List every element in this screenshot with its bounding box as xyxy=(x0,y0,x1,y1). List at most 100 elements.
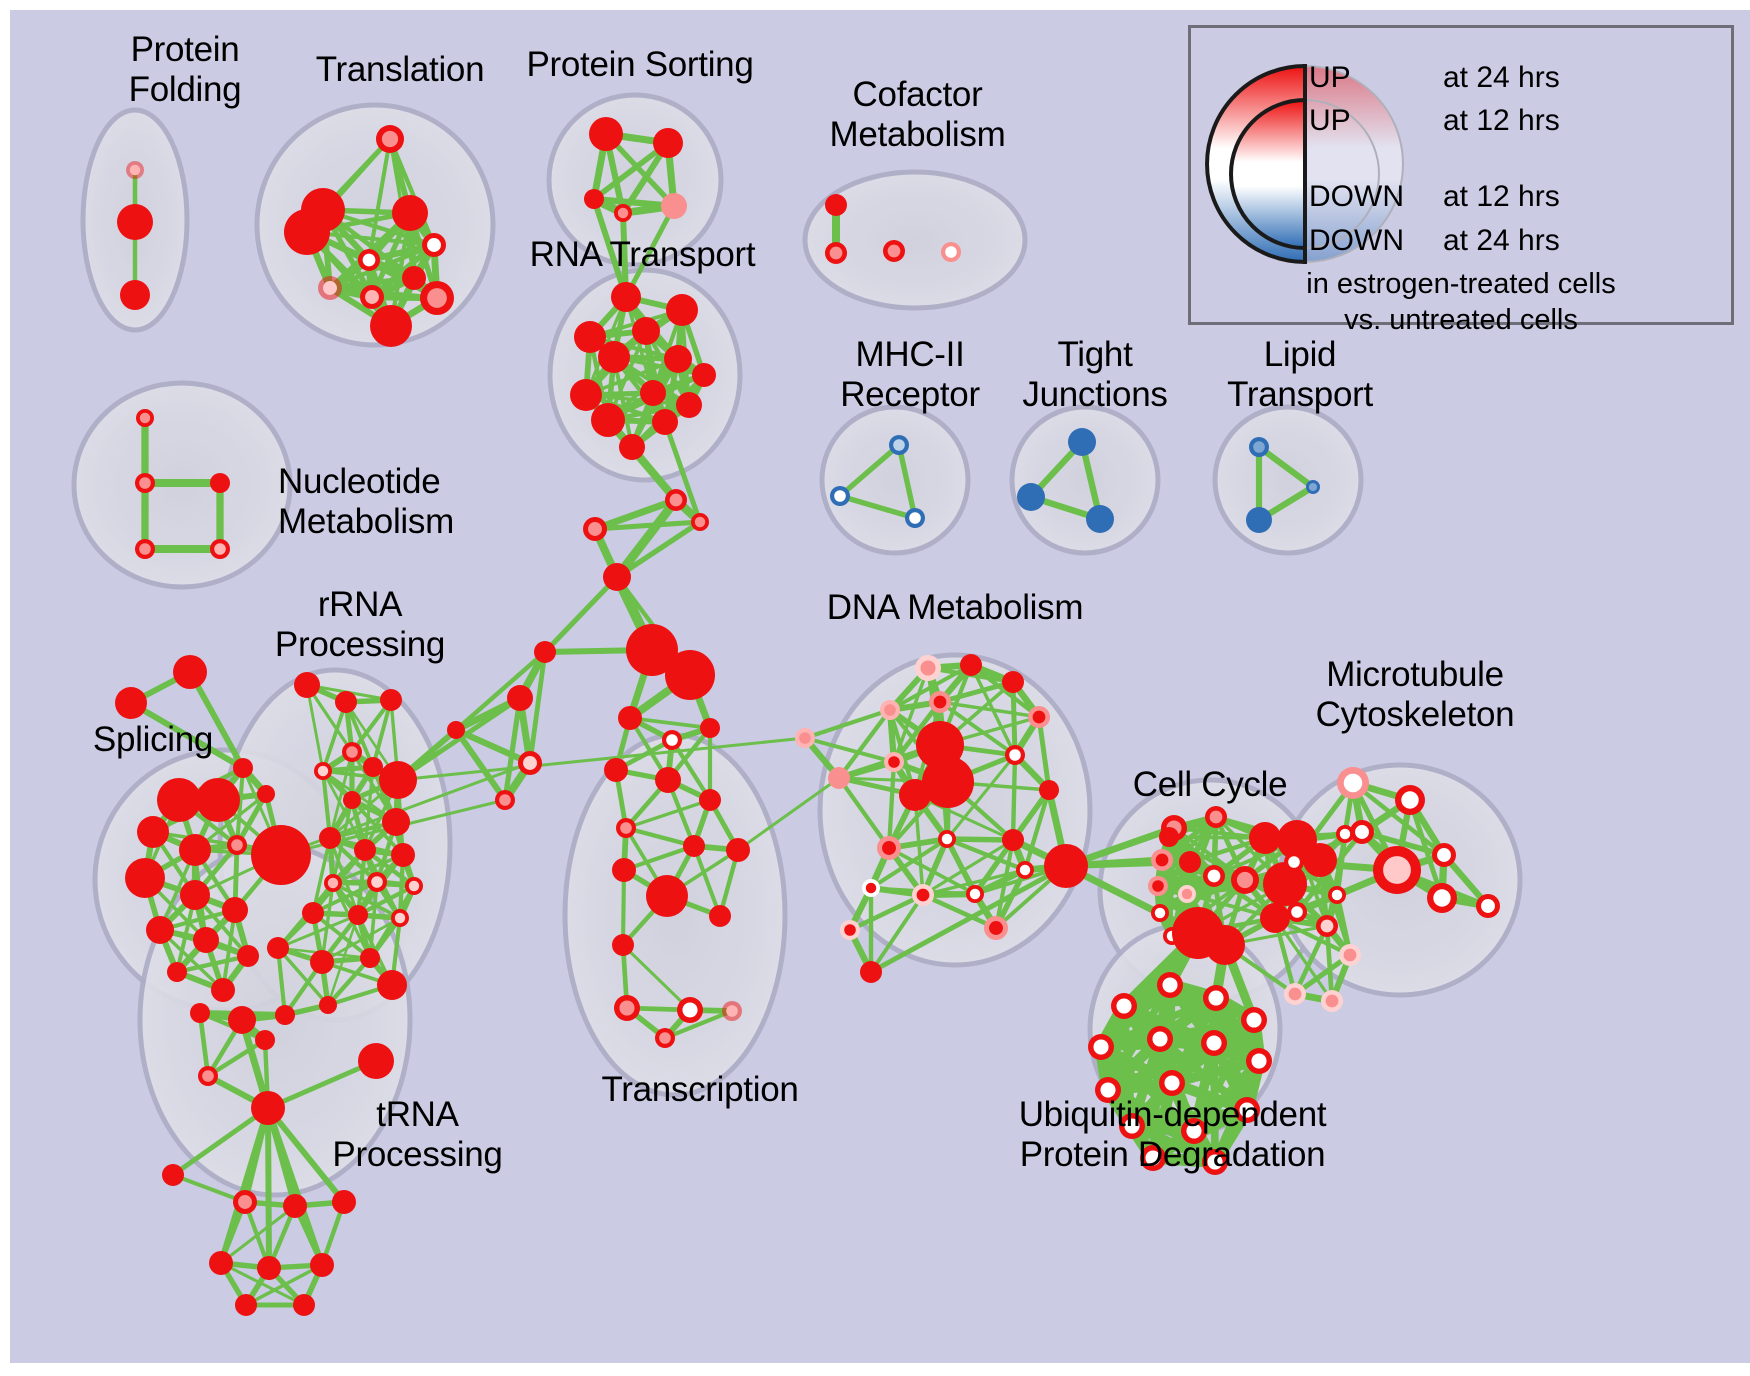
network-node xyxy=(255,1030,275,1050)
node-inner-disc-12h xyxy=(214,477,226,489)
node-inner-disc-12h xyxy=(704,722,716,734)
network-node xyxy=(584,189,604,209)
network-node xyxy=(1151,849,1173,871)
node-inner-disc-12h xyxy=(239,1298,253,1312)
network-edge xyxy=(624,798,712,830)
node-inner-disc-12h xyxy=(171,966,183,978)
network-edge xyxy=(937,679,1016,705)
network-node xyxy=(198,1066,218,1086)
node-inner-disc-12h xyxy=(383,976,401,994)
network-node xyxy=(1147,1026,1173,1052)
node-inner-disc-12h xyxy=(143,822,163,842)
network-edge xyxy=(836,707,893,781)
node-inner-disc-12h xyxy=(697,368,711,382)
node-inner-disc-12h xyxy=(139,543,151,555)
network-node xyxy=(1328,886,1346,904)
node-inner-disc-12h xyxy=(1032,710,1046,724)
node-inner-disc-12h xyxy=(654,883,680,909)
network-node xyxy=(1148,876,1168,896)
network-edge xyxy=(325,955,373,1008)
network-node xyxy=(598,341,630,373)
network-node xyxy=(293,1294,315,1316)
node-inner-disc-12h xyxy=(362,253,376,267)
network-node xyxy=(1159,1070,1185,1096)
node-inner-disc-12h xyxy=(1255,828,1275,848)
network-edge xyxy=(592,519,703,532)
node-inner-disc-12h xyxy=(637,322,655,340)
network-node xyxy=(1234,1097,1260,1123)
node-inner-disc-12h xyxy=(1209,810,1223,824)
network-edge xyxy=(896,442,918,521)
node-inner-disc-12h xyxy=(675,660,705,690)
network-edge xyxy=(311,836,332,915)
node-inner-disc-12h xyxy=(538,645,552,659)
network-node xyxy=(1005,745,1025,765)
node-inner-disc-12h xyxy=(306,906,320,920)
network-node xyxy=(302,902,324,924)
node-inner-disc-12h xyxy=(659,1032,671,1044)
node-inner-disc-12h xyxy=(1116,998,1132,1014)
network-node xyxy=(1140,1145,1166,1171)
network-node xyxy=(115,687,147,719)
network-node xyxy=(342,742,362,762)
network-node xyxy=(960,654,982,676)
node-inner-disc-12h xyxy=(1186,1123,1202,1139)
network-node xyxy=(382,808,410,836)
network-node xyxy=(146,916,174,944)
node-inner-disc-12h xyxy=(1053,853,1079,879)
node-inner-disc-12h xyxy=(323,281,337,295)
node-inner-disc-12h xyxy=(1236,871,1254,889)
node-inner-disc-12h xyxy=(1481,899,1495,913)
network-node xyxy=(1395,785,1425,815)
node-inner-disc-12h xyxy=(669,350,687,368)
node-inner-disc-12h xyxy=(512,690,528,706)
node-inner-disc-12h xyxy=(214,1256,228,1270)
network-node xyxy=(379,761,417,799)
node-inner-disc-12h xyxy=(399,202,421,224)
node-inner-disc-12h xyxy=(1310,850,1330,870)
cluster-blob-lipid-transport xyxy=(1212,404,1364,556)
network-node xyxy=(318,276,342,300)
node-inner-disc-12h xyxy=(1343,948,1357,962)
network-edge xyxy=(1010,752,1018,843)
node-inner-disc-12h xyxy=(126,286,144,304)
network-edge xyxy=(621,843,697,873)
network-node xyxy=(591,403,625,437)
node-inner-disc-12h xyxy=(609,763,623,777)
network-node xyxy=(257,1256,281,1280)
network-node xyxy=(180,880,210,910)
network-edge xyxy=(244,1263,324,1307)
node-inner-disc-12h xyxy=(1124,1118,1140,1134)
node-inner-disc-12h xyxy=(659,134,677,152)
network-node xyxy=(136,409,154,427)
node-inner-disc-12h xyxy=(834,490,846,502)
node-inner-disc-12h xyxy=(381,130,399,148)
node-inner-disc-12h xyxy=(121,693,141,713)
network-node xyxy=(655,767,681,793)
node-inner-disc-12h xyxy=(205,787,231,813)
network-node xyxy=(343,791,361,809)
network-node xyxy=(420,281,454,315)
network-node xyxy=(1306,480,1320,494)
network-node xyxy=(120,280,150,310)
legend-footer: in estrogen-treated cells vs. untreated … xyxy=(1306,268,1616,336)
network-node xyxy=(1263,862,1307,906)
network-edge xyxy=(1292,923,1330,997)
network-node xyxy=(912,884,934,906)
network-node xyxy=(1159,827,1179,847)
legend-state-3: DOWN xyxy=(1309,224,1404,257)
node-inner-disc-12h xyxy=(588,522,602,536)
network-node xyxy=(1157,972,1183,998)
legend-time-2: at 12 hrs xyxy=(1443,180,1560,213)
node-inner-disc-12h xyxy=(945,246,957,258)
network-node xyxy=(324,874,342,892)
network-edge xyxy=(170,1105,271,1178)
network-edge xyxy=(1010,679,1018,758)
network-node xyxy=(360,285,384,309)
node-inner-disc-12h xyxy=(829,246,843,260)
network-node xyxy=(391,909,409,927)
network-node xyxy=(1321,990,1343,1012)
network-edge xyxy=(612,495,681,582)
node-inner-disc-12h xyxy=(969,888,981,900)
network-node xyxy=(310,1253,334,1277)
